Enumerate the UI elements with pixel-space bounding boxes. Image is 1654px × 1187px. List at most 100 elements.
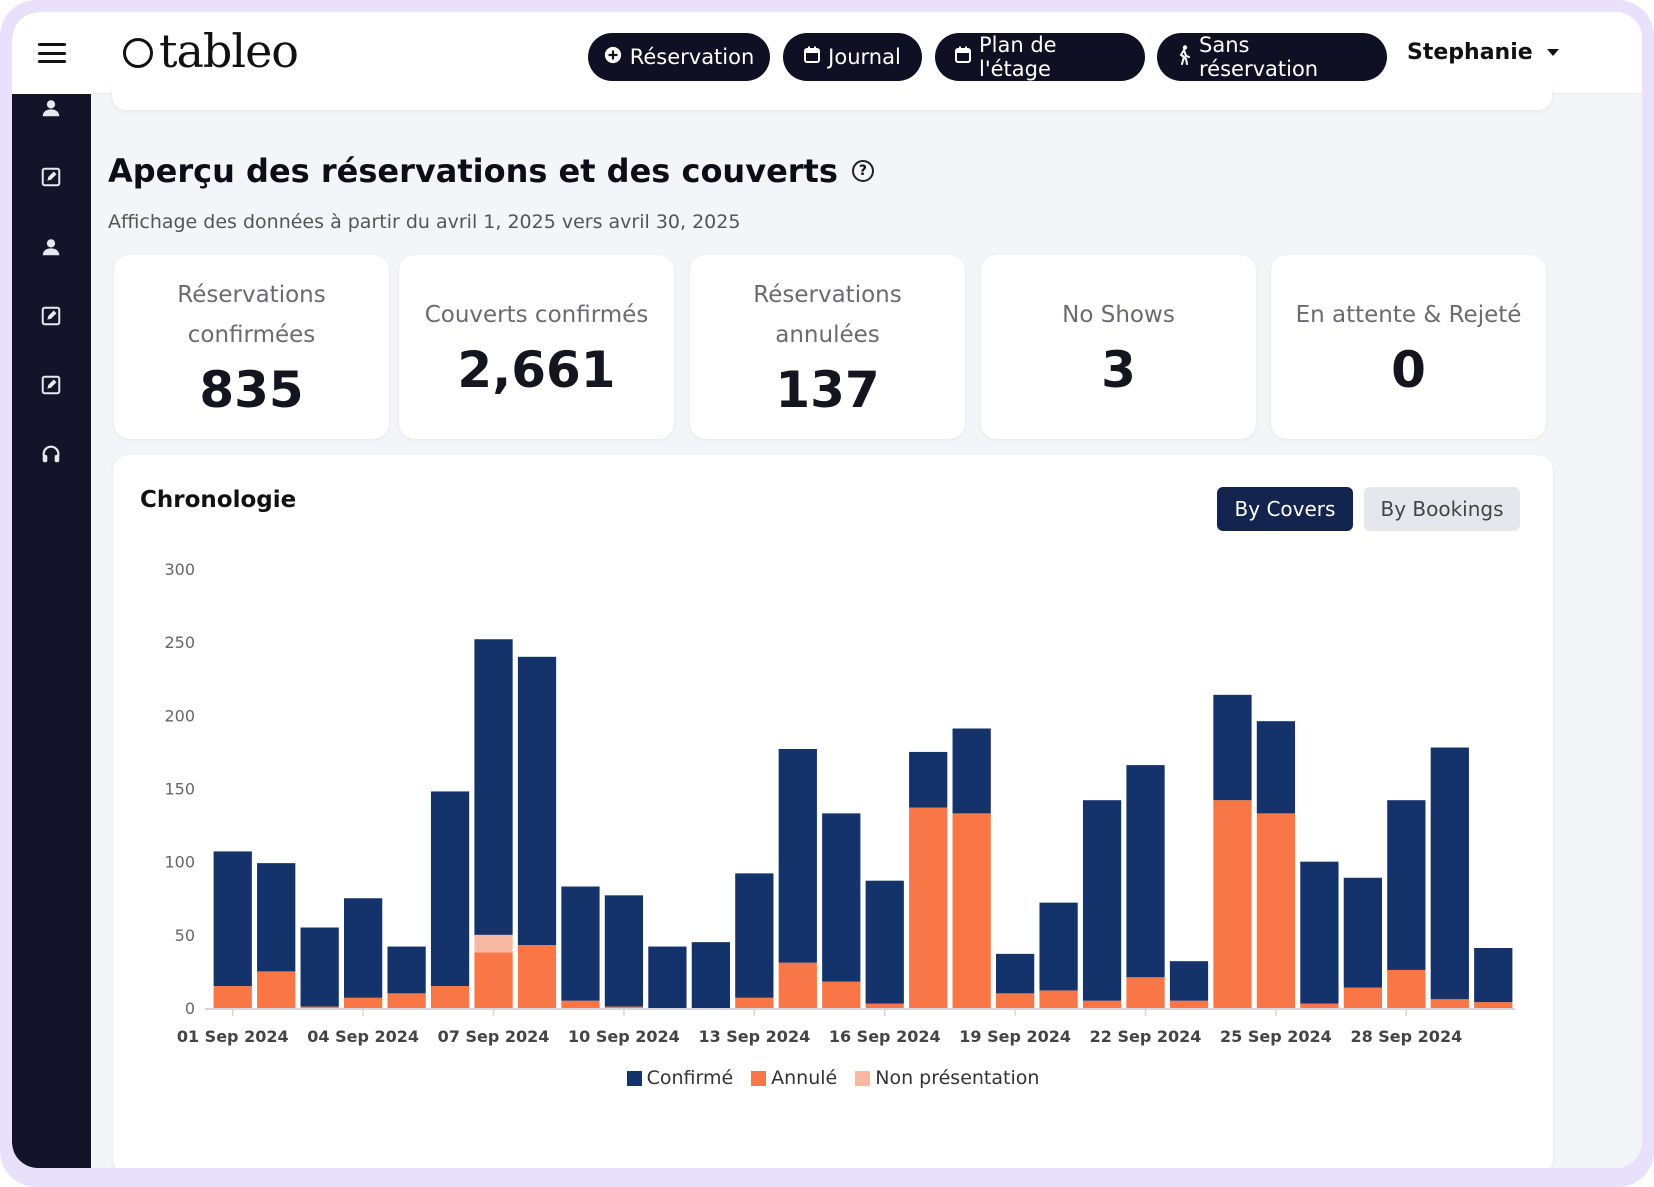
y-tick-label: 0 — [185, 999, 195, 1018]
previous-card-edge — [112, 82, 1552, 110]
tableo-logo[interactable]: tableo — [123, 24, 299, 78]
kpi-label: Réservations annulées — [753, 282, 902, 348]
bar-confirmed — [1430, 747, 1469, 1000]
legend-label: Confirmé — [646, 1067, 734, 1089]
page-title: Aperçu des réservations et des couverts … — [108, 152, 874, 190]
bar-confirmed — [300, 927, 339, 1007]
bar-confirmed — [778, 748, 817, 963]
edit-icon[interactable] — [38, 372, 64, 398]
walk-in-button[interactable]: Sans réservation — [1157, 33, 1387, 81]
bar-cancelled — [1256, 813, 1296, 1008]
hamburger-icon — [37, 43, 66, 63]
y-tick-label: 50 — [175, 926, 195, 945]
kpi-confirmed-covers: Couverts confirmés 2,661 — [399, 255, 674, 439]
bar-confirmed — [474, 639, 513, 935]
legend-item-no-show[interactable]: Non présentation — [855, 1067, 1039, 1089]
bar-cancelled — [952, 813, 991, 1008]
kpi-pending-rejected: En attente & Rejeté 0 — [1271, 255, 1546, 439]
journal-button-label: Journal — [828, 45, 901, 69]
sidebar — [12, 12, 91, 1168]
bar-cancelled — [1343, 987, 1382, 1008]
help-icon[interactable]: ? — [851, 160, 874, 182]
top-bar: tableo Réservation Journal Plan de l'éta… — [91, 12, 1642, 94]
bar-cancelled — [1169, 1000, 1209, 1008]
bar-cancelled — [1126, 977, 1165, 1008]
bar-confirmed — [1343, 877, 1382, 988]
bar-cancelled — [1039, 990, 1078, 1008]
user-icon[interactable] — [38, 234, 64, 260]
y-tick-label: 150 — [164, 780, 195, 799]
reservation-button-label: Réservation — [629, 45, 755, 69]
bar-confirmed — [1039, 902, 1078, 991]
user-name: Stephanie — [1407, 40, 1533, 65]
bar-confirmed — [909, 751, 948, 808]
logo-ring-icon — [123, 38, 153, 68]
edit-icon[interactable] — [38, 164, 64, 190]
bar-cancelled — [1300, 1003, 1339, 1008]
kpi-cancelled-reservations: Réservations annulées 137 — [690, 255, 965, 439]
x-tick-label: 13 Sep 2024 — [698, 1027, 810, 1046]
y-tick-label: 250 — [164, 633, 195, 652]
kpi-value: 2,661 — [457, 341, 616, 399]
by-covers-toggle[interactable]: By Covers — [1217, 487, 1353, 531]
legend-label: Non présentation — [875, 1067, 1040, 1089]
bar-confirmed — [822, 813, 861, 982]
x-tick-label: 07 Sep 2024 — [438, 1027, 550, 1046]
user-menu[interactable]: Stephanie — [1407, 40, 1559, 65]
bar-cancelled — [778, 962, 817, 1008]
bar-confirmed — [517, 656, 557, 946]
user-icon[interactable] — [38, 95, 64, 121]
bar-cancelled — [1430, 999, 1469, 1008]
bar-confirmed — [387, 946, 426, 994]
legend-item-confirmed[interactable]: Confirmé — [626, 1067, 734, 1089]
bar-confirmed — [648, 946, 687, 1008]
bar-confirmed — [691, 942, 730, 1008]
logo-text: tableo — [159, 24, 299, 78]
kpi-label: Réservations confirmées — [177, 282, 326, 348]
bar-confirmed — [1169, 961, 1209, 1001]
bar-cancelled — [474, 952, 513, 1008]
y-tick-label: 200 — [164, 706, 195, 725]
page-title-text: Aperçu des réservations et des couverts — [108, 152, 838, 190]
x-tick-label: 19 Sep 2024 — [959, 1027, 1071, 1046]
bar-cancelled — [517, 945, 557, 1008]
timeline-card: Chronologie By Covers By Bookings 0 50 100… — [113, 455, 1553, 1168]
headset-icon[interactable] — [38, 441, 64, 467]
bar-confirmed — [1213, 694, 1252, 801]
bar-cancelled — [604, 1006, 644, 1008]
walk-in-button-label: Sans réservation — [1199, 33, 1319, 81]
menu-button[interactable] — [12, 12, 91, 94]
chevron-down-icon — [1546, 49, 1559, 56]
bar-confirmed — [1126, 765, 1165, 978]
kpi-label: Couverts confirmés — [424, 302, 649, 328]
x-tick-label: 28 Sep 2024 — [1350, 1027, 1462, 1046]
bar-confirmed — [952, 728, 991, 814]
journal-button[interactable]: Journal — [783, 33, 922, 81]
floor-plan-button[interactable]: Plan de l'étage — [935, 33, 1145, 81]
bar-confirmed — [430, 791, 470, 987]
kpi-no-shows: No Shows 3 — [981, 255, 1256, 439]
x-tick-label: 01 Sep 2024 — [177, 1027, 289, 1046]
kpi-label: En attente & Rejeté — [1295, 302, 1522, 328]
bar-confirmed — [213, 851, 252, 987]
kpi-label: No Shows — [1062, 302, 1175, 328]
bar-confirmed — [1300, 861, 1339, 1004]
page-subtitle: Affichage des données à partir du avril … — [108, 211, 741, 233]
bar-confirmed — [1474, 948, 1513, 1003]
by-bookings-toggle[interactable]: By Bookings — [1364, 487, 1520, 531]
legend-item-cancelled[interactable]: Annulé — [751, 1067, 837, 1089]
legend-swatch — [626, 1070, 642, 1086]
bar-confirmed — [257, 863, 296, 972]
bar-confirmed — [1387, 800, 1426, 970]
edit-icon[interactable] — [38, 303, 64, 329]
bar-confirmed — [604, 895, 644, 1007]
bar-confirmed — [1256, 721, 1296, 814]
kpi-value: 137 — [775, 361, 880, 419]
bar-cancelled — [300, 1006, 339, 1008]
bar-no-show — [474, 934, 513, 953]
reservation-button[interactable]: Réservation — [588, 33, 770, 81]
legend-swatch — [751, 1070, 767, 1086]
bar-cancelled — [909, 807, 948, 1008]
bar-cancelled — [822, 981, 861, 1008]
